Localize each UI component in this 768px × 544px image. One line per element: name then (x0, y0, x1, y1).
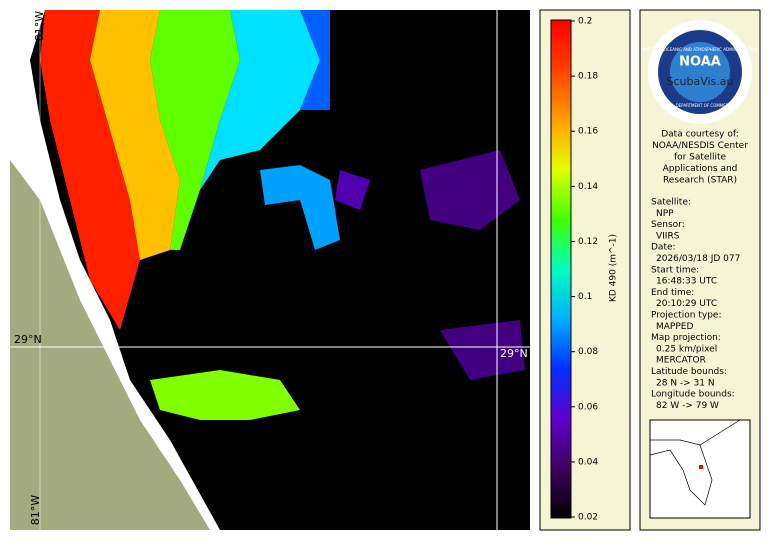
lat-label: 29°N (14, 333, 42, 346)
land (10, 160, 210, 530)
kd-violet (420, 150, 520, 230)
field-value: MERCATOR (656, 356, 706, 366)
field-label: Longitude bounds: (651, 390, 735, 400)
colorbar-tick-label: 0.14 (578, 182, 598, 192)
kd-mid-high (90, 10, 180, 260)
colorbar-tick-label: 0.1 (578, 292, 592, 302)
colorbar-tick-label: 0.2 (578, 17, 592, 27)
inset-region (699, 465, 703, 469)
field-value: MAPPED (656, 322, 693, 332)
credit-line: NOAA/NESDIS Center (652, 141, 748, 151)
field-label: Latitude bounds: (651, 367, 727, 377)
kd-low (300, 10, 330, 110)
logo-ring-bottom: U.S. DEPARTMENT OF COMMERCE (666, 103, 734, 108)
kd-high (40, 10, 140, 330)
field-value: 20:10:29 UTC (656, 299, 717, 309)
colorbar-tick-label: 0.18 (578, 72, 598, 82)
inset-map (649, 419, 751, 519)
inset-coast (649, 419, 741, 506)
logo-name: NOAA (679, 55, 721, 70)
field-value: 2026/03/18 JD 077 (656, 254, 740, 264)
field-label: Start time: (651, 265, 699, 275)
field-label: Date: (651, 243, 676, 253)
colorbar-tick-label: 0.02 (578, 513, 598, 523)
colorbar-tick-label: 0.04 (578, 457, 598, 467)
field-value: 16:48:33 UTC (656, 277, 717, 287)
field-label: Satellite: (651, 198, 691, 208)
kd-south (150, 370, 300, 420)
lat-label: 29°N (500, 347, 528, 360)
field-value: 0.25 km/pixel (656, 344, 717, 354)
field-label: End time: (651, 288, 694, 298)
colorbar-tick-label: 0.16 (578, 127, 598, 137)
colorbar-label: KD 490 (m^-1) (609, 234, 619, 302)
lon-label: 80°W (499, 15, 512, 45)
logo-ring-top: NATIONAL OCEANIC AND ATMOSPHERIC ADMINIS… (642, 47, 757, 52)
credit-line: Data courtesy of: (661, 130, 739, 140)
kd-violet (440, 320, 525, 380)
field-label: Map projection: (651, 333, 721, 343)
logo: NATIONAL OCEANIC AND ATMOSPHERIC ADMINIS… (642, 20, 758, 124)
map: 81°W 80°W 80°W 81°W 29°N 29°N (10, 10, 530, 530)
colorbar-tick-label: 0.06 (578, 402, 598, 412)
colorbar-tick-label: 0.08 (578, 347, 598, 357)
logo-center (670, 42, 730, 102)
credit-line: Applications and (663, 164, 738, 174)
field-value: VIIRS (656, 231, 680, 241)
lon-label: 81°W (29, 495, 42, 525)
credit-line: for Satellite (674, 153, 727, 163)
kd-low-mid (200, 10, 320, 190)
lon-label: 80°W (483, 495, 496, 525)
colorbar-tick-label: 0.12 (578, 237, 598, 247)
field-value: NPP (656, 209, 674, 219)
kd-patch (260, 165, 340, 250)
field-value: 28 N -> 31 N (656, 378, 715, 388)
field-label: Sensor: (651, 220, 685, 230)
watermark: ScubaVis.au (666, 75, 733, 88)
colorbar (550, 19, 572, 519)
field-label: Projection type: (651, 311, 722, 321)
info-text: Data courtesy of:NOAA/NESDIS Center for S… (651, 130, 748, 411)
colorbar-ticks: 0.2 0.18 0.16 0.14 0.12 0.1 0.08 0.06 0.04 0.02 (571, 17, 598, 523)
kd-mid (150, 10, 240, 250)
credit-line: Research (STAR) (663, 176, 737, 186)
kd-violet (335, 170, 370, 210)
lon-label: 81°W (33, 11, 46, 41)
field-value: 82 W -> 79 W (656, 401, 719, 411)
